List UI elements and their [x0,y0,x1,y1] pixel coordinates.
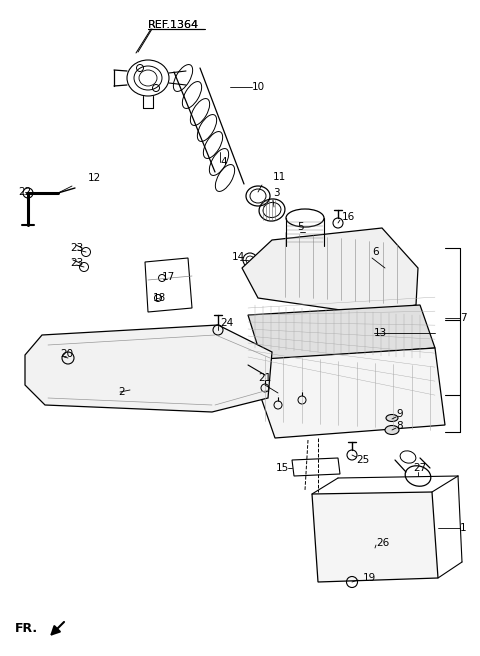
Polygon shape [25,325,272,412]
Text: 10: 10 [252,82,265,92]
Text: 2: 2 [118,387,125,397]
Text: 9: 9 [396,409,403,419]
Text: 11: 11 [273,172,286,182]
Polygon shape [248,305,435,360]
Text: 3: 3 [273,188,280,198]
Polygon shape [248,348,445,438]
Text: 22: 22 [18,187,31,197]
Polygon shape [312,492,438,582]
Text: 13: 13 [374,328,387,338]
Ellipse shape [386,415,398,422]
Text: 17: 17 [162,272,175,282]
Text: 19: 19 [363,573,376,583]
Text: 23: 23 [70,243,83,253]
Text: 21: 21 [258,373,271,383]
Text: 23: 23 [70,258,83,268]
Text: FR.: FR. [15,621,38,634]
Text: 26: 26 [376,538,389,548]
Text: 16: 16 [342,212,355,222]
Text: 1: 1 [460,523,467,533]
Text: 24: 24 [220,318,233,328]
Polygon shape [242,228,418,314]
Text: 6: 6 [372,247,379,257]
Text: 7: 7 [460,313,467,323]
Text: REF.1364: REF.1364 [148,20,199,30]
Text: 25: 25 [356,455,369,465]
Text: 14: 14 [232,252,245,262]
Text: 20: 20 [60,349,73,359]
Text: REF.1364: REF.1364 [148,20,199,30]
Text: 15: 15 [276,463,289,473]
Text: 27: 27 [413,463,426,473]
Text: 12: 12 [88,173,101,183]
Text: 18: 18 [153,293,166,303]
Text: 5: 5 [297,222,304,232]
Ellipse shape [385,426,399,434]
Text: 4: 4 [220,157,227,167]
Text: 8: 8 [396,421,403,431]
